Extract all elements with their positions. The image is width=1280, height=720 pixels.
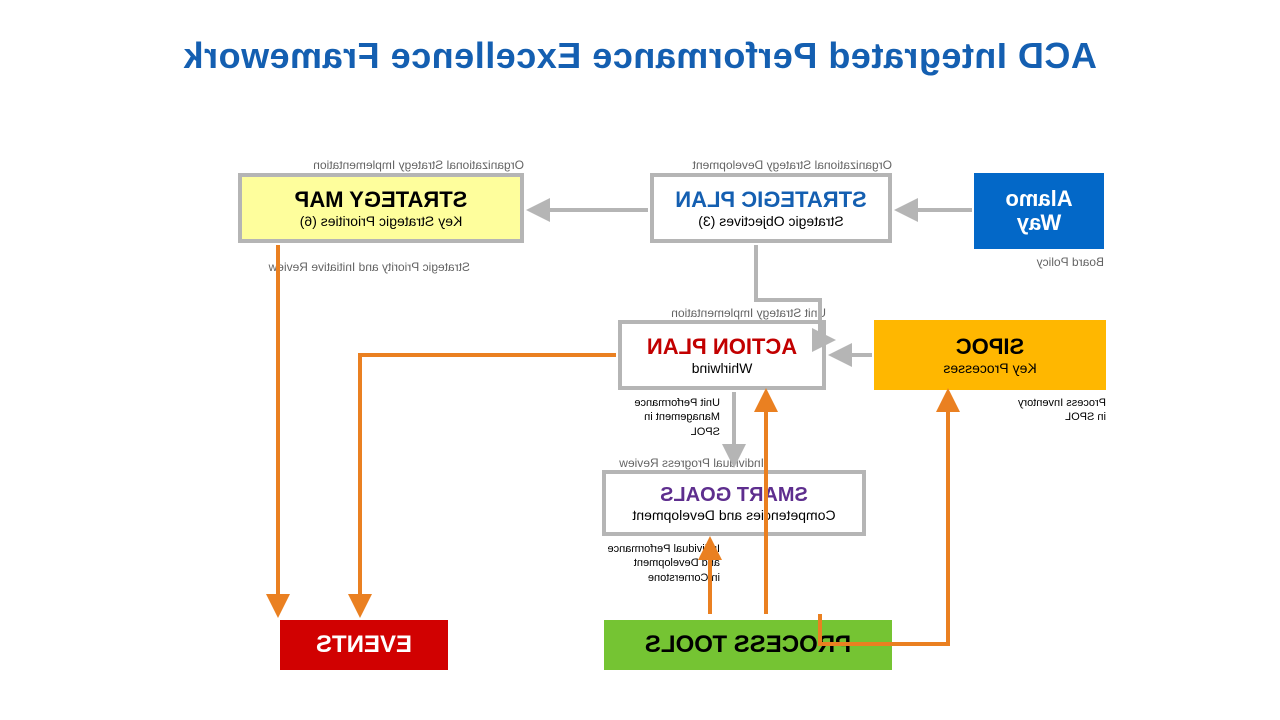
box-subtitle: Strategic Objectives (3) [698, 213, 844, 229]
box-subtitle: Whirlwind [692, 360, 753, 376]
caption-org-strat-impl: Organizational Strategy Implementation [313, 158, 524, 172]
box-action-plan: ACTION PLAN Whirlwind [618, 320, 826, 390]
box-title: SIPOC [956, 334, 1024, 360]
note-process-inventory: Process Inventoryin SPOL [1018, 396, 1106, 425]
box-alamo-way: Alamo Way [974, 173, 1104, 249]
box-subtitle: Key Strategic Priorities (6) [300, 213, 463, 229]
box-sipoc: SIPOC Key Processes [874, 320, 1106, 390]
caption-ind-prog-rev: Individual Progress Review [619, 456, 764, 470]
caption-strat-prio-rev: Strategic Priority and Initiative Review [269, 260, 470, 274]
box-subtitle: Key Processes [943, 360, 1036, 376]
page-title: ACD Integrated Performance Excellence Fr… [0, 35, 1280, 77]
box-title: SMART GOALS [660, 484, 808, 507]
box-smart-goals: SMART GOALS Competencies and Development [602, 470, 866, 536]
box-subtitle: Competencies and Development [632, 507, 835, 523]
box-title: ACTION PLAN [647, 334, 797, 360]
box-title: STRATEGIC PLAN [675, 187, 866, 213]
note-individual-performance: Individual Performanceand Developmentin … [607, 542, 720, 585]
box-title: Alamo Way [986, 187, 1092, 235]
bar-events: EVENTS [280, 620, 448, 670]
box-title: STRATEGY MAP [295, 187, 468, 213]
caption-org-strat-dev: Organizational Strategy Development [693, 158, 892, 172]
box-strategic-plan: STRATEGIC PLAN Strategic Objectives (3) [650, 173, 892, 243]
box-strategy-map: STRATEGY MAP Key Strategic Priorities (6… [238, 173, 524, 243]
caption-unit-strat-impl: Unit Strategy Implementation [671, 306, 826, 320]
bar-process-tools: PROCESS TOOLS [604, 620, 892, 670]
caption-board-policy: Board Policy [1037, 255, 1104, 269]
note-unit-performance: Unit PerformanceManagement inSPOL [634, 396, 720, 439]
